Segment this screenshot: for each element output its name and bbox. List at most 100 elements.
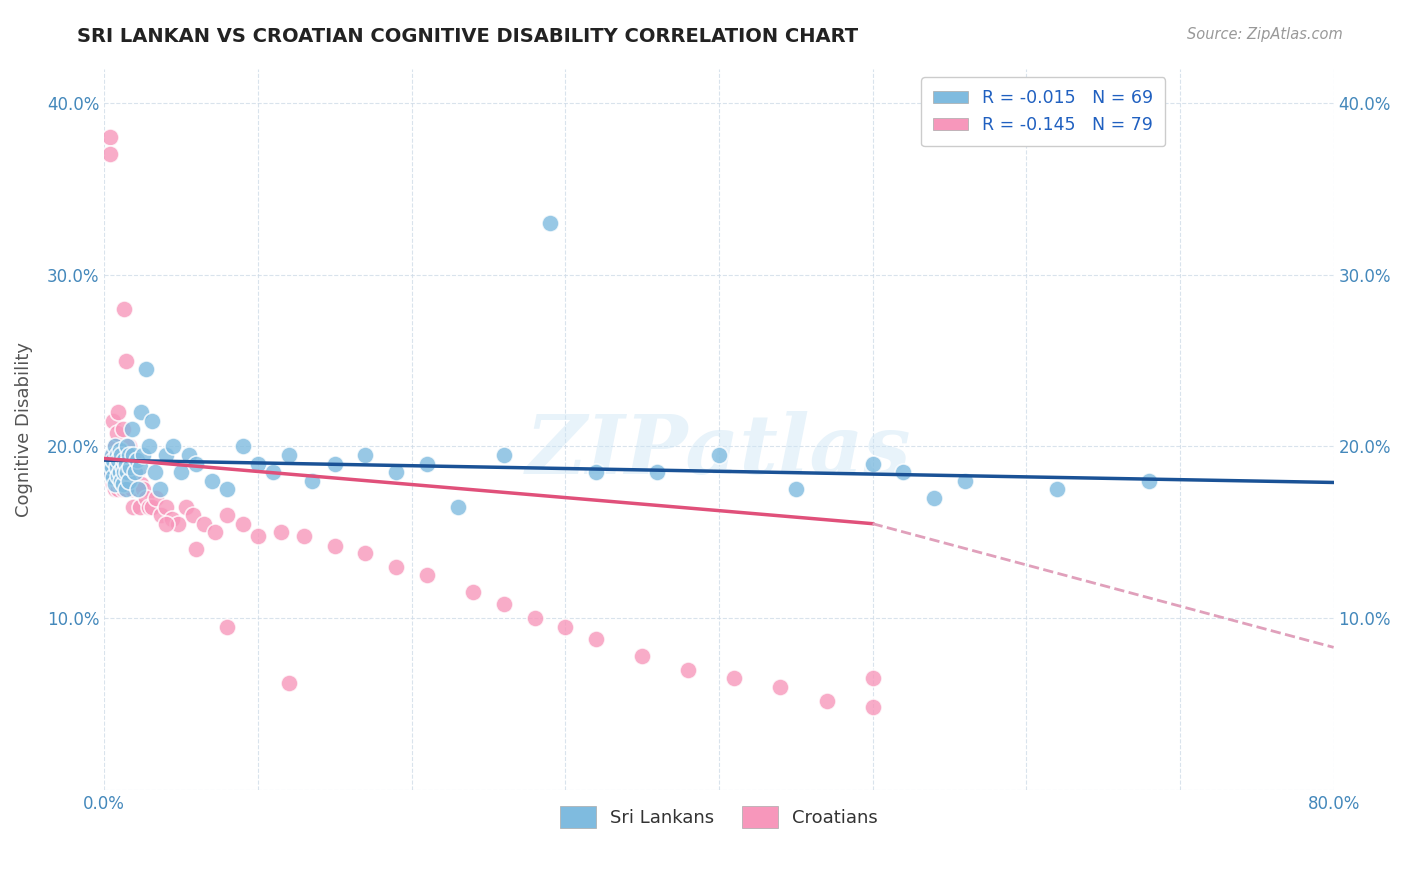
Point [707,448,730,462]
Point [143,465,166,479]
Point [121,422,143,436]
Point [103,448,125,462]
Point [891,465,914,479]
Point [103,470,125,484]
Point [492,598,515,612]
Point [815,693,838,707]
Point [201,474,224,488]
Point [129,405,152,419]
Point [232,516,254,531]
Point [246,529,269,543]
Point [323,457,346,471]
Point [120,460,142,475]
Point [117,465,139,479]
Point [101,448,124,462]
Point [141,500,163,514]
Point [167,516,190,531]
Point [111,477,134,491]
Point [100,130,122,145]
Point [676,663,699,677]
Point [128,460,150,475]
Point [100,147,122,161]
Point [101,460,124,475]
Point [108,460,131,475]
Text: SRI LANKAN VS CROATIAN COGNITIVE DISABILITY CORRELATION CHART: SRI LANKAN VS CROATIAN COGNITIVE DISABIL… [77,27,859,45]
Point [104,477,127,491]
Legend: Sri Lankans, Croatians: Sri Lankans, Croatians [553,798,886,835]
Point [1046,483,1069,497]
Point [120,465,142,479]
Point [118,448,141,462]
Point [523,611,546,625]
Point [416,457,439,471]
Point [170,465,193,479]
Point [131,483,153,497]
Point [103,453,125,467]
Point [107,483,129,497]
Point [385,559,408,574]
Point [127,483,149,497]
Point [110,470,132,484]
Point [110,448,132,462]
Point [723,671,745,685]
Point [107,453,129,467]
Point [97,465,120,479]
Point [246,457,269,471]
Point [155,516,177,531]
Point [554,620,576,634]
Point [105,460,128,475]
Point [354,448,377,462]
Point [585,465,607,479]
Point [108,465,131,479]
Point [105,425,128,440]
Point [105,477,128,491]
Point [232,439,254,453]
Point [111,483,134,497]
Point [155,500,177,514]
Point [862,700,884,714]
Point [155,448,177,462]
Point [631,648,654,663]
Point [111,460,134,475]
Point [217,620,239,634]
Point [125,465,148,479]
Point [186,457,208,471]
Point [129,477,152,491]
Point [97,457,120,471]
Point [127,483,149,497]
Point [107,405,129,419]
Point [138,500,160,514]
Point [585,632,607,646]
Point [114,477,136,491]
Point [112,465,135,479]
Text: ZIPatlas: ZIPatlas [526,411,911,491]
Point [117,457,139,471]
Point [124,465,146,479]
Point [117,465,139,479]
Point [112,301,135,316]
Point [114,483,136,497]
Point [174,500,197,514]
Point [112,448,135,462]
Point [135,362,157,376]
Point [114,457,136,471]
Point [323,539,346,553]
Point [162,439,184,453]
Point [183,508,205,522]
Point [135,491,157,505]
Point [492,448,515,462]
Point [862,671,884,685]
Text: Source: ZipAtlas.com: Source: ZipAtlas.com [1187,27,1343,42]
Point [107,468,129,483]
Point [121,483,143,497]
Point [111,465,134,479]
Point [125,453,148,467]
Point [110,448,132,462]
Point [186,542,208,557]
Point [101,457,124,471]
Point [461,585,484,599]
Y-axis label: Cognitive Disability: Cognitive Disability [15,342,32,516]
Point [108,477,131,491]
Point [100,465,122,479]
Point [104,439,127,453]
